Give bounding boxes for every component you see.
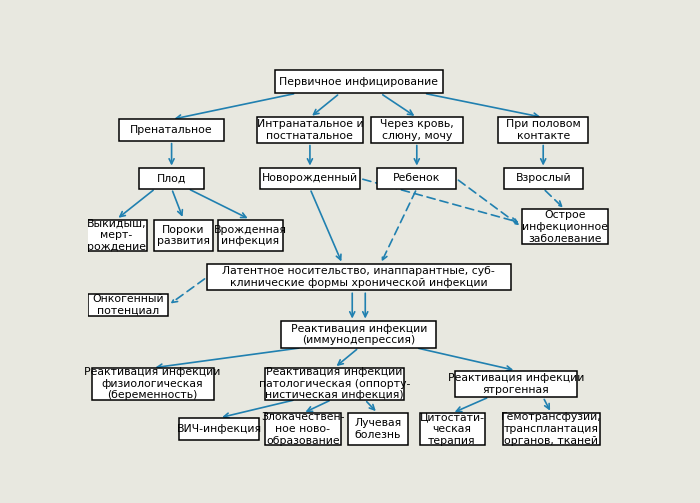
FancyBboxPatch shape (348, 413, 407, 445)
Text: Через кровь,
слюну, мочу: Через кровь, слюну, мочу (380, 119, 454, 141)
FancyBboxPatch shape (265, 368, 403, 400)
Text: Онкогенный
потенциал: Онкогенный потенциал (92, 294, 164, 316)
FancyBboxPatch shape (274, 70, 443, 93)
FancyBboxPatch shape (498, 118, 588, 143)
FancyBboxPatch shape (154, 219, 214, 252)
Text: Реактивация инфекции
физиологическая
(беременность): Реактивация инфекции физиологическая (бе… (85, 367, 220, 400)
Text: Новорожденный: Новорожденный (262, 174, 358, 184)
Text: Латентное носительство, инаппарантные, суб-
клинические формы хронической инфекц: Латентное носительство, инаппарантные, с… (223, 267, 495, 288)
FancyBboxPatch shape (504, 169, 582, 189)
Text: Гемотрансфузии,
трансплантация
органов, тканей: Гемотрансфузии, трансплантация органов, … (501, 412, 602, 446)
Text: Пренатальное: Пренатальное (130, 125, 213, 135)
FancyBboxPatch shape (85, 219, 148, 252)
Text: Пороки
развития: Пороки развития (157, 225, 210, 246)
FancyBboxPatch shape (377, 169, 456, 189)
FancyBboxPatch shape (206, 264, 511, 290)
Text: ВИЧ-инфекция: ВИЧ-инфекция (177, 424, 262, 434)
Text: Ребенок: Ребенок (393, 174, 440, 184)
FancyBboxPatch shape (265, 413, 341, 445)
FancyBboxPatch shape (371, 118, 463, 143)
Text: Первичное инфицирование: Первичное инфицирование (279, 76, 438, 87)
Text: Острое
инфекционное
заболевание: Острое инфекционное заболевание (522, 210, 608, 243)
FancyBboxPatch shape (88, 294, 168, 316)
Text: Реактивация инфекции
(иммунодепрессия): Реактивация инфекции (иммунодепрессия) (290, 324, 427, 346)
Text: Врожденная
инфекция: Врожденная инфекция (214, 225, 287, 246)
Text: Интранатальное и
постнатальное: Интранатальное и постнатальное (257, 119, 363, 141)
FancyBboxPatch shape (179, 418, 260, 440)
FancyBboxPatch shape (260, 169, 360, 189)
FancyBboxPatch shape (218, 219, 283, 252)
Text: Лучевая
болезнь: Лучевая болезнь (354, 418, 401, 440)
FancyBboxPatch shape (455, 371, 577, 397)
FancyBboxPatch shape (522, 209, 608, 244)
FancyBboxPatch shape (257, 118, 363, 143)
Text: Реактивация инфекции
патологическая (оппорту-
нистическая инфекция): Реактивация инфекции патологическая (опп… (258, 367, 410, 400)
FancyBboxPatch shape (281, 321, 436, 348)
FancyBboxPatch shape (119, 119, 225, 141)
Text: Плод: Плод (157, 174, 186, 184)
Text: Выкидыш,
мерт-
рождение: Выкидыш, мерт- рождение (86, 219, 146, 252)
FancyBboxPatch shape (139, 169, 204, 189)
FancyBboxPatch shape (503, 413, 600, 445)
Text: Реактивация инфекции
ятрогенная: Реактивация инфекции ятрогенная (448, 373, 584, 394)
Text: Злокачествен-
ное ново-
образование: Злокачествен- ное ново- образование (261, 412, 344, 446)
Text: При половом
контакте: При половом контакте (506, 119, 580, 141)
Text: Цитостати-
ческая
терапия: Цитостати- ческая терапия (419, 412, 484, 446)
FancyBboxPatch shape (419, 413, 484, 445)
FancyBboxPatch shape (92, 368, 214, 400)
Text: Взрослый: Взрослый (515, 174, 571, 184)
